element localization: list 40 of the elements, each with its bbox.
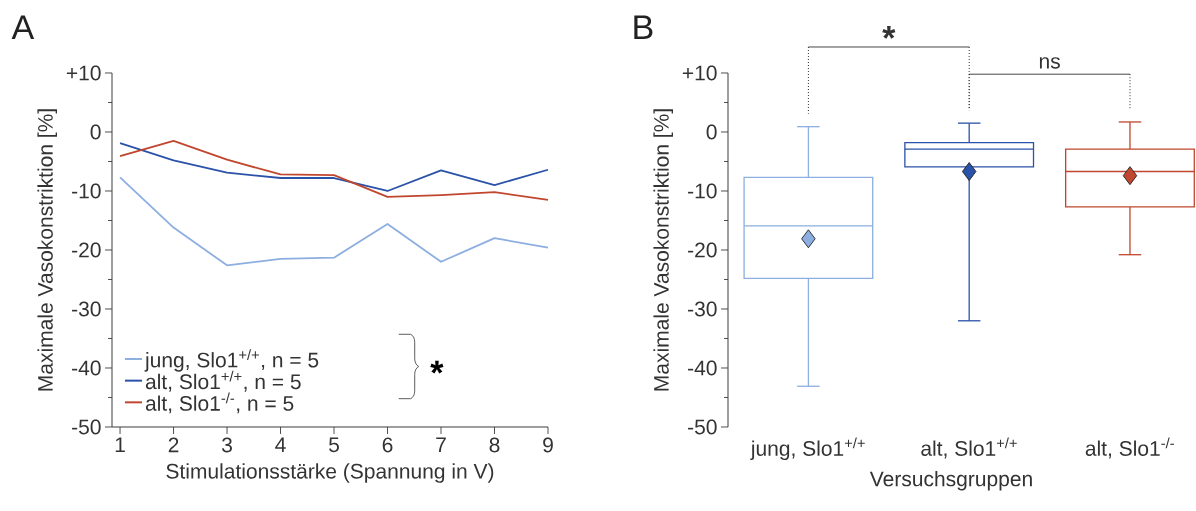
chart-title: B xyxy=(634,15,653,39)
x-tick-label: 6 xyxy=(382,437,393,453)
y-tick-label: +10 xyxy=(66,65,101,81)
y-tick-label: 0 xyxy=(706,124,717,140)
y-axis-title: Maximale Vasokonstriktion [%] xyxy=(653,109,673,391)
y-tick-label: -10 xyxy=(72,183,101,199)
text: * xyxy=(882,26,896,39)
y-tick-label: -10 xyxy=(688,183,717,199)
x-tick-label: 9 xyxy=(543,437,553,453)
x-tick-label: jung, Slo1$^{+/+}$ xyxy=(750,437,865,461)
y-tick-label: -40 xyxy=(688,360,717,376)
chart-title: A xyxy=(11,15,35,39)
x-tick-label: 7 xyxy=(436,437,446,452)
y-tick-label: -20 xyxy=(72,242,101,258)
x-axis-title: Versuchsgruppen xyxy=(869,470,1032,491)
x-tick-label: alt, Slo1$^{-/-}$ xyxy=(1085,437,1174,459)
y-tick-label: -30 xyxy=(72,301,101,317)
line-series xyxy=(119,139,549,201)
y-tick-label: 0 xyxy=(90,124,101,140)
line-series xyxy=(119,176,549,267)
y-tick-label: -50 xyxy=(72,419,101,435)
y-tick-label: +10 xyxy=(682,65,717,81)
line-series xyxy=(119,142,549,192)
y-tick-label: -50 xyxy=(688,419,717,435)
y-axis-title: Maximale Vasokonstriktion [%] xyxy=(37,109,57,391)
text: ns xyxy=(1039,57,1060,69)
y-tick-label: -20 xyxy=(688,242,717,258)
x-axis-title: Stimulationsstärke (Spannung in V) xyxy=(166,463,494,483)
x-tick-label: 5 xyxy=(329,437,339,453)
legend-label: alt, Slo1$^{-/-}$, n = 5 xyxy=(145,392,294,414)
legend-label: jung, Slo1$^{+/+}$, n = 5 xyxy=(144,349,319,372)
x-tick-label: 8 xyxy=(489,437,500,453)
x-tick-label: 1 xyxy=(115,437,125,452)
y-tick-label: -40 xyxy=(72,360,101,376)
x-tick-label: 3 xyxy=(221,437,232,453)
annotation: * xyxy=(430,360,444,374)
x-tick-label: 2 xyxy=(168,437,179,453)
x-tick-label: 4 xyxy=(275,437,286,452)
y-tick-label: -30 xyxy=(688,301,717,317)
x-tick-label: alt, Slo1$^{+/+}$ xyxy=(921,437,1017,459)
